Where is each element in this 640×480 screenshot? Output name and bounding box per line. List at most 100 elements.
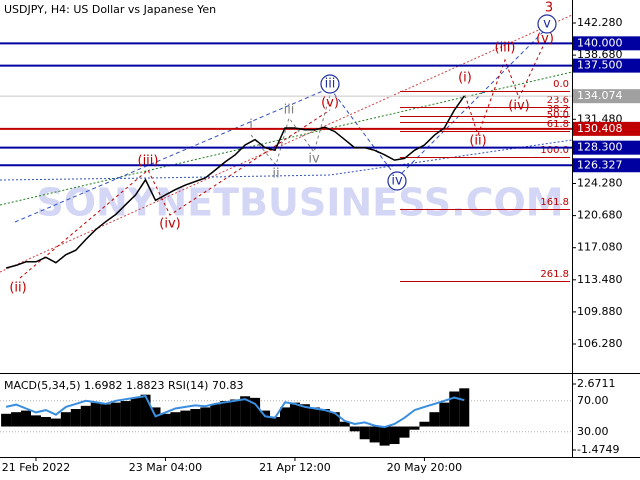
wave-path <box>464 41 546 137</box>
rsi-line <box>5 395 465 429</box>
macd-bar <box>339 421 350 427</box>
macd-bar <box>11 412 22 427</box>
wave-label: i <box>249 118 253 133</box>
wave-circle <box>387 171 407 191</box>
y-tick-label: 142.280 <box>577 16 623 29</box>
macd-bar <box>409 426 420 430</box>
wave-path <box>329 87 398 179</box>
macd-bar <box>40 416 51 427</box>
macd-bar <box>240 396 251 427</box>
wave-label: ii <box>272 167 279 182</box>
macd-bar <box>299 404 310 427</box>
x-tick-label: 23 Mar 04:00 <box>129 461 202 474</box>
macd-bar <box>190 409 201 427</box>
macd-bar <box>309 407 320 427</box>
channel-line <box>14 87 331 223</box>
level-box <box>573 121 640 136</box>
macd-bar <box>80 405 91 427</box>
y-tick-label: 70.00 <box>577 394 609 407</box>
y-tick-label: 117.080 <box>577 241 623 254</box>
macd-bar <box>369 426 380 443</box>
level-label: 140.000 <box>577 36 623 49</box>
macd-bar <box>250 397 261 427</box>
macd-bar <box>389 426 400 445</box>
indicator-title: MACD(5,34,5) 1.6982 1.8823 RSI(14) 70.83 <box>4 379 243 392</box>
macd-bar <box>140 394 151 427</box>
level-box <box>573 140 640 155</box>
y-tick-label: 124.280 <box>577 177 623 190</box>
macd-bar <box>270 416 281 427</box>
wave-circle <box>537 14 557 34</box>
macd-bar <box>21 410 32 427</box>
level-box <box>573 158 640 173</box>
wave-label: (iii) <box>495 41 516 56</box>
price-line <box>5 95 465 269</box>
macd-bar <box>279 407 290 427</box>
macd-bar <box>1 413 12 427</box>
fib-label: 100.0 <box>540 145 569 156</box>
y-tick-label: 109.880 <box>577 305 623 318</box>
macd-bar <box>449 391 460 427</box>
macd-bar <box>210 404 221 427</box>
macd-bar <box>319 409 330 427</box>
fib-label: 38.2 <box>547 104 569 115</box>
watermark: SONYNETBUSINESS.COM <box>36 181 563 225</box>
wave-label: (ii) <box>9 281 26 296</box>
wave-label: (iv) <box>508 99 529 114</box>
fib-label: 261.8 <box>540 269 569 280</box>
y-tick-label: 106.280 <box>577 337 623 350</box>
wave-label: (v) <box>536 32 554 47</box>
wave-label: (ii) <box>469 134 486 149</box>
wave-label: iii <box>284 103 295 118</box>
wave-label: 3 <box>545 1 553 16</box>
chart-title: USDJPY, H4: US Dollar vs Japanese Yen <box>4 3 216 16</box>
macd-bar <box>289 402 300 427</box>
macd-bar <box>230 399 241 427</box>
fib-label: 50.0 <box>547 110 569 121</box>
y-tick-label: 2.6711 <box>577 377 616 390</box>
macd-bar <box>50 418 61 427</box>
level-label: 128.300 <box>577 141 623 154</box>
y-tick-label: -1.4749 <box>577 443 619 456</box>
macd-bar <box>100 404 111 427</box>
wave-label: iv <box>391 174 403 189</box>
x-tick-label: 21 Feb 2022 <box>2 461 70 474</box>
macd-bar <box>399 426 410 438</box>
macd-bar <box>30 415 41 427</box>
macd-bar <box>439 402 450 427</box>
macd-bar <box>459 388 470 427</box>
macd-bar <box>170 412 181 427</box>
wave-label: iii <box>325 77 336 92</box>
wave-label: iv <box>308 152 320 167</box>
macd-bar <box>429 412 440 427</box>
macd-bar <box>419 421 430 427</box>
fib-label: 61.8 <box>547 119 569 130</box>
macd-bar <box>130 397 141 427</box>
wave-label: (iii) <box>138 154 159 169</box>
fib-label: 23.6 <box>547 95 569 106</box>
wave-path <box>250 94 331 167</box>
wave-circle <box>320 74 340 94</box>
y-tick-label: 120.680 <box>577 209 623 222</box>
macd-bar <box>60 412 71 427</box>
last-price-label: 134.074 <box>577 89 623 102</box>
level-label: 137.500 <box>577 59 623 72</box>
macd-bar <box>379 426 390 446</box>
wave-label: (iv) <box>159 217 180 232</box>
macd-bar <box>260 410 271 427</box>
x-tick-label: 21 Apr 12:00 <box>259 461 331 474</box>
wave-label: (v) <box>321 96 339 111</box>
macd-bar <box>70 409 81 427</box>
last-price-box <box>573 89 640 104</box>
fib-label: 161.8 <box>540 197 569 208</box>
macd-bar <box>110 402 121 427</box>
macd-bar <box>359 426 370 440</box>
macd-bar <box>349 426 360 432</box>
x-tick-label: 20 May 20:00 <box>387 461 462 474</box>
macd-bar <box>200 407 211 427</box>
level-box <box>573 58 640 73</box>
wave-label: v <box>543 17 551 32</box>
y-tick-label: 138.680 <box>577 48 623 61</box>
